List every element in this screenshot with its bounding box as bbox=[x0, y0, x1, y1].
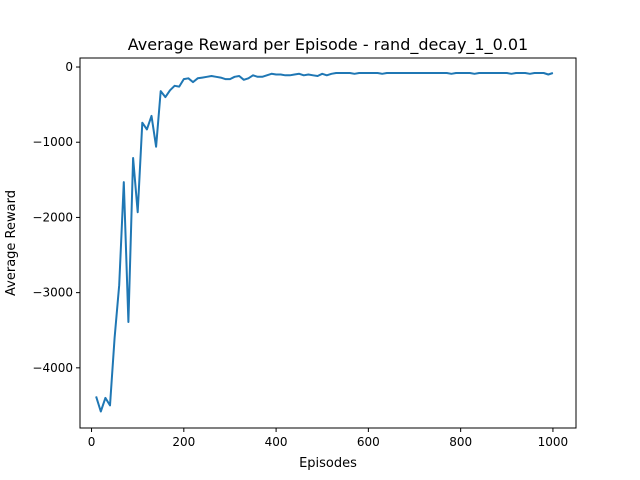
y-axis: −4000 −3000 −2000 −1000 0 bbox=[32, 60, 80, 375]
line-layer bbox=[95, 72, 554, 413]
x-tick-label: 400 bbox=[265, 435, 288, 449]
plot-frame bbox=[79, 57, 577, 429]
y-tick-label: −4000 bbox=[32, 361, 73, 375]
x-axis-label: Episodes bbox=[299, 456, 357, 471]
x-tick-label: 1000 bbox=[538, 435, 569, 449]
y-tick-label: −1000 bbox=[32, 135, 73, 149]
y-axis-label: Average Reward bbox=[4, 190, 19, 296]
series-line bbox=[95, 72, 554, 413]
chart-title: Average Reward per Episode - rand_decay_… bbox=[128, 35, 528, 55]
x-tick-label: 600 bbox=[357, 435, 380, 449]
y-tick-label: 0 bbox=[65, 60, 73, 74]
y-tick-label: −2000 bbox=[32, 210, 73, 224]
y-tick-label: −3000 bbox=[32, 286, 73, 300]
x-tick-label: 0 bbox=[88, 435, 96, 449]
x-tick-label: 200 bbox=[172, 435, 195, 449]
x-tick-label: 800 bbox=[449, 435, 472, 449]
x-axis: 0 200 400 600 800 1000 bbox=[88, 428, 568, 449]
